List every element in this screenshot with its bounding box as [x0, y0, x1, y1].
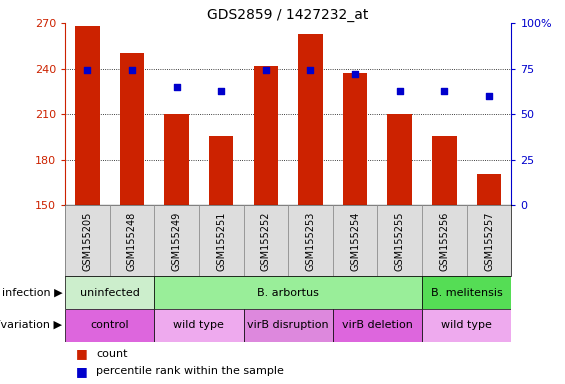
- Bar: [199, 205, 244, 276]
- Bar: [422, 276, 511, 309]
- Bar: [154, 205, 199, 276]
- Text: GSM155254: GSM155254: [350, 211, 360, 271]
- Text: virB disruption: virB disruption: [247, 320, 329, 331]
- Bar: [244, 309, 333, 342]
- Bar: [65, 276, 154, 309]
- Text: GSM155257: GSM155257: [484, 211, 494, 271]
- Text: count: count: [96, 349, 128, 359]
- Bar: [432, 136, 457, 205]
- Bar: [333, 205, 377, 276]
- Point: [306, 68, 315, 74]
- Bar: [288, 205, 333, 276]
- Bar: [422, 205, 467, 276]
- Text: GSM155205: GSM155205: [82, 211, 92, 271]
- Bar: [65, 309, 154, 342]
- Point: [350, 71, 359, 77]
- Bar: [298, 34, 323, 205]
- Text: percentile rank within the sample: percentile rank within the sample: [96, 366, 284, 376]
- Bar: [467, 205, 511, 276]
- Point: [484, 93, 493, 99]
- Bar: [343, 73, 367, 205]
- Point: [395, 88, 404, 94]
- Bar: [388, 114, 412, 205]
- Text: GSM155253: GSM155253: [306, 211, 315, 271]
- Text: GSM155255: GSM155255: [395, 211, 405, 271]
- Text: GSM155256: GSM155256: [440, 211, 449, 271]
- Bar: [254, 66, 278, 205]
- Bar: [65, 205, 110, 276]
- Point: [216, 88, 225, 94]
- Bar: [154, 276, 422, 309]
- Text: B. melitensis: B. melitensis: [431, 288, 502, 298]
- Point: [261, 68, 270, 74]
- Point: [128, 68, 137, 74]
- Point: [172, 84, 181, 90]
- Bar: [477, 174, 501, 205]
- Text: virB deletion: virB deletion: [342, 320, 413, 331]
- Text: ■: ■: [76, 347, 88, 360]
- Text: control: control: [90, 320, 129, 331]
- Point: [440, 88, 449, 94]
- Text: uninfected: uninfected: [80, 288, 140, 298]
- Bar: [164, 114, 189, 205]
- Bar: [75, 26, 99, 205]
- Text: ■: ■: [76, 365, 88, 378]
- Text: B. arbortus: B. arbortus: [257, 288, 319, 298]
- Bar: [120, 53, 144, 205]
- Text: wild type: wild type: [173, 320, 224, 331]
- Bar: [422, 309, 511, 342]
- Text: genotype/variation ▶: genotype/variation ▶: [0, 320, 62, 331]
- Text: GSM155252: GSM155252: [261, 211, 271, 271]
- Text: GSM155248: GSM155248: [127, 211, 137, 271]
- Bar: [209, 136, 233, 205]
- Bar: [333, 309, 422, 342]
- Text: infection ▶: infection ▶: [2, 288, 62, 298]
- Point: [82, 68, 92, 74]
- Text: GSM155251: GSM155251: [216, 211, 226, 271]
- Bar: [244, 205, 288, 276]
- Bar: [377, 205, 422, 276]
- Bar: [110, 205, 154, 276]
- Text: GSM155249: GSM155249: [172, 211, 181, 271]
- Text: wild type: wild type: [441, 320, 492, 331]
- Title: GDS2859 / 1427232_at: GDS2859 / 1427232_at: [207, 8, 369, 22]
- Bar: [154, 309, 244, 342]
